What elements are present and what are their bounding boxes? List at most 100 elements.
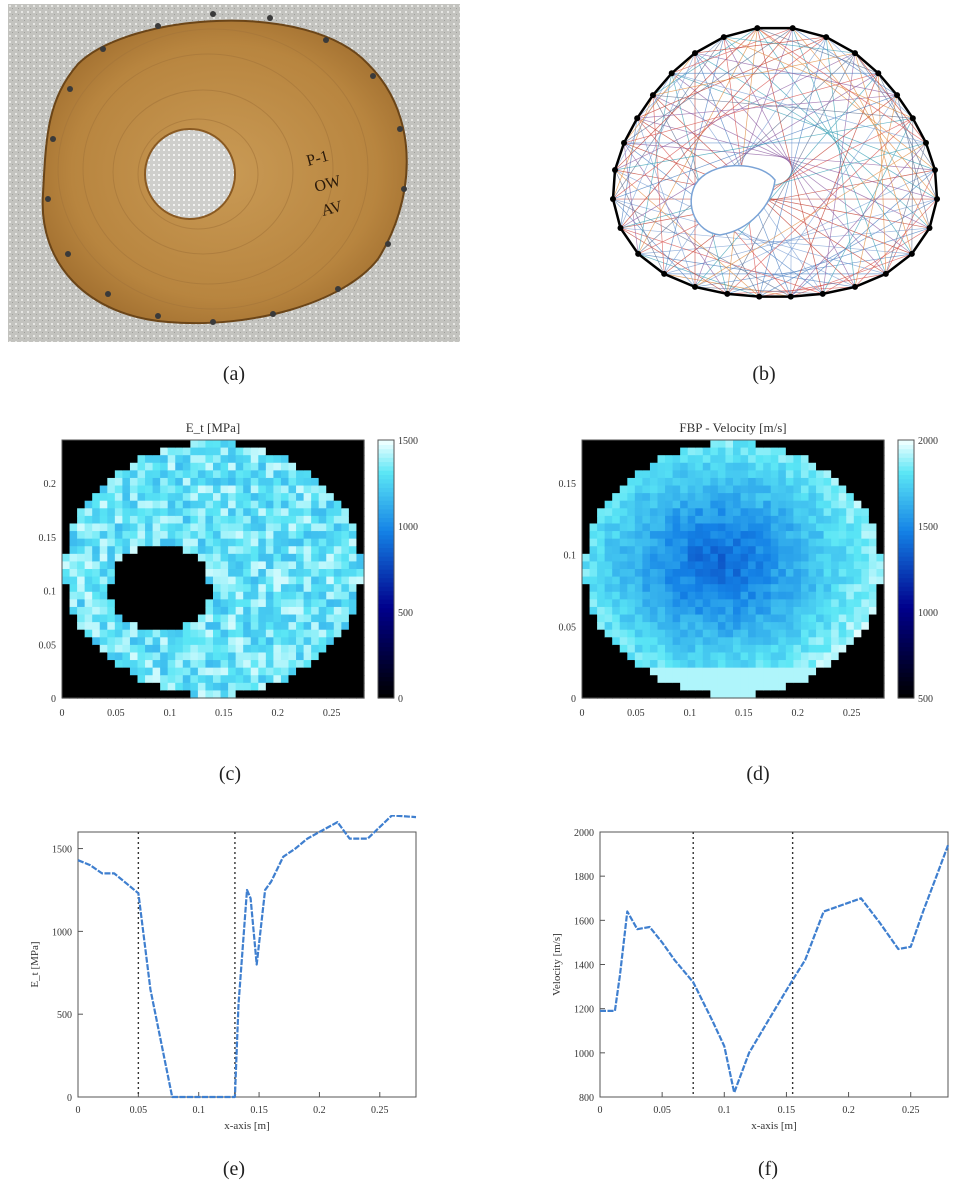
colorbar	[897, 439, 915, 699]
ray-path	[825, 36, 914, 119]
colorbar-tick-label: 2000	[918, 436, 938, 447]
ray-path	[614, 52, 856, 171]
colorbar-frame	[897, 439, 915, 699]
panel-c-heatmap: E_t [MPa] 0 0.05 0.1 0.15 0.2 0.25 0 0.05 0.1 0.15…	[20, 410, 440, 730]
x-tick-label: 0.25	[902, 1105, 920, 1116]
ray-path	[614, 27, 758, 171]
ray-path	[638, 253, 760, 297]
ray-path	[663, 36, 827, 275]
sensor-dot	[692, 50, 698, 57]
y-tick-label: 0.1	[44, 587, 57, 598]
ray-path	[623, 142, 728, 295]
ray-path	[694, 36, 827, 54]
x-tick-label: 0.1	[718, 1105, 731, 1116]
x-tick-label: 0.25	[323, 708, 341, 719]
ray-path	[877, 73, 938, 200]
sensor-dot	[934, 196, 941, 203]
series-line	[77, 814, 417, 1099]
sensor-dot	[720, 34, 727, 41]
y-tick-label: 0.05	[39, 640, 57, 651]
photo-label-2: OW	[313, 172, 344, 196]
ray-path	[694, 253, 912, 288]
sensor-dot	[668, 70, 675, 77]
sensor-dot	[634, 115, 641, 122]
ray-path	[637, 36, 827, 119]
ray-path	[612, 36, 725, 200]
sensor-dot	[609, 196, 616, 203]
ray-path	[757, 27, 879, 74]
ray-path	[885, 142, 927, 274]
sensor-dot	[932, 167, 938, 173]
ray-path	[792, 27, 898, 96]
chart-title: E_t [MPa]	[186, 420, 241, 435]
x-tick-label: 0.2	[313, 1105, 326, 1116]
x-tick-label: 0.05	[107, 708, 125, 719]
y-axis-label: Velocity [m/s]	[551, 933, 563, 996]
ray-path	[757, 27, 936, 171]
sensor-dot	[922, 139, 929, 146]
x-tick-label: 0.05	[653, 1105, 671, 1116]
x-tick-label: 0	[60, 708, 65, 719]
ray-path	[652, 52, 856, 96]
ray-path	[652, 94, 913, 119]
ray-path	[854, 52, 927, 144]
ray-path	[854, 95, 898, 287]
heatmap-cells	[62, 440, 365, 699]
ray-path	[756, 27, 824, 294]
x-tick-label: 0	[76, 1105, 81, 1116]
y-tick-label: 0	[51, 694, 56, 705]
ray-path	[790, 28, 794, 297]
ray-path	[638, 117, 913, 255]
plot-frame	[599, 831, 949, 1098]
x-tick-label: 0.05	[130, 1105, 148, 1116]
ray-path	[792, 27, 938, 200]
ray-path	[727, 117, 914, 295]
x-tick-label: 0.15	[735, 708, 753, 719]
sensor-dot	[894, 92, 901, 99]
y-tick-label: 2000	[574, 828, 594, 839]
colorbar-tick-label: 1000	[918, 608, 938, 619]
chart-title: FBP - Velocity [m/s]	[679, 420, 786, 435]
sensor-dot	[754, 25, 761, 32]
x-tick-label: 0.2	[271, 708, 284, 719]
sensor-dot	[852, 283, 858, 290]
panel-f-line: 0 0.05 0.1 0.15 0.2 0.25 800 1000 1200 1400 1600 18…	[520, 815, 960, 1155]
ray-path	[723, 36, 856, 54]
ray-path	[727, 227, 930, 295]
y-tick-label: 0.05	[559, 622, 577, 633]
ray-path	[822, 118, 914, 295]
ray-path	[671, 72, 936, 171]
x-axis-label: x-axis [m]	[751, 1120, 797, 1132]
sensor-dot	[909, 115, 916, 122]
y-tick-label: 1800	[574, 872, 594, 883]
x-tick-label: 0.2	[842, 1105, 855, 1116]
x-tick-label: 0.2	[791, 708, 804, 719]
ray-path	[637, 94, 898, 119]
plot-frame	[77, 831, 417, 1098]
y-tick-label: 1000	[574, 1049, 594, 1060]
x-tick-label: 0.15	[778, 1105, 796, 1116]
ray-path	[877, 73, 887, 274]
x-tick-label: 0.15	[250, 1105, 268, 1116]
ray-path	[671, 27, 793, 74]
ray-path	[854, 52, 936, 171]
ray-path	[623, 27, 793, 144]
sensor-dot	[789, 25, 796, 32]
photo-label-3: AV	[320, 198, 345, 220]
ray-path	[723, 36, 913, 119]
panel-a-photo: P-1 OW AV	[8, 4, 460, 342]
ray-path	[757, 27, 913, 255]
sensor-dot	[823, 34, 830, 41]
sensor-dot	[649, 92, 656, 99]
ray-path	[911, 118, 914, 254]
x-axis-label: x-axis [m]	[224, 1120, 270, 1132]
caption-b: (b)	[752, 363, 776, 385]
ray-path	[759, 273, 886, 297]
sensor-dot	[926, 225, 933, 232]
x-tick-label: 0.1	[192, 1105, 205, 1116]
heatmap-cells	[582, 440, 885, 699]
ray-path	[652, 95, 665, 274]
panel-e-line: 0 0.05 0.1 0.15 0.2 0.25 0 500 1000 1500 x-axis [m…	[20, 814, 450, 1155]
plot-frame	[581, 439, 885, 699]
y-tick-label: 0.15	[559, 479, 577, 490]
